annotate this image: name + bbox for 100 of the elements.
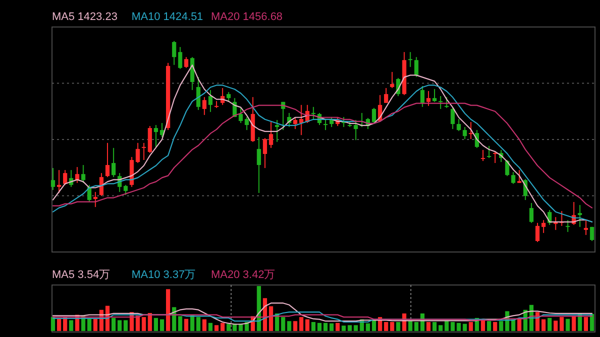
candlestick xyxy=(50,168,56,190)
candlestick xyxy=(444,96,449,108)
bar xyxy=(444,321,449,331)
bar xyxy=(118,320,122,331)
candlestick xyxy=(172,40,176,66)
candlestick xyxy=(56,170,62,194)
bar xyxy=(426,322,431,331)
bar xyxy=(560,317,564,331)
candlestick xyxy=(323,119,328,131)
bar xyxy=(166,289,170,331)
bar xyxy=(124,320,128,331)
text: MA10 3.37万 xyxy=(132,269,196,281)
bar xyxy=(69,320,74,331)
bar xyxy=(311,322,316,331)
candlestick xyxy=(63,170,68,186)
candlestick xyxy=(93,191,98,208)
candlestick xyxy=(112,147,116,178)
candlestick xyxy=(178,46,182,70)
bar xyxy=(396,322,400,331)
bar xyxy=(390,322,394,331)
candlestick xyxy=(462,126,467,140)
text: MA20 1456.68 xyxy=(211,11,283,23)
candlestick xyxy=(426,90,431,106)
bar xyxy=(468,322,473,331)
bar xyxy=(384,322,388,331)
candlestick xyxy=(275,119,280,142)
candlestick xyxy=(535,222,540,242)
candlestick xyxy=(262,138,268,169)
candlestick xyxy=(75,166,80,184)
bar xyxy=(184,318,188,331)
candlestick xyxy=(517,170,522,184)
bar xyxy=(208,322,213,331)
bar xyxy=(548,318,552,331)
bar xyxy=(281,317,286,331)
bar xyxy=(317,322,322,331)
bar xyxy=(226,324,231,331)
candlestick xyxy=(486,145,492,158)
candlestick xyxy=(432,88,437,102)
candlestick xyxy=(480,149,486,162)
bar xyxy=(572,316,576,331)
bar xyxy=(190,314,194,331)
candlestick xyxy=(208,90,213,112)
bar xyxy=(541,319,546,331)
bar xyxy=(178,316,182,331)
candlestick xyxy=(414,56,418,78)
candlestick xyxy=(372,107,376,124)
candlestick xyxy=(384,88,388,104)
bar xyxy=(414,322,418,331)
candlestick xyxy=(190,56,194,91)
bar xyxy=(202,319,206,331)
candlestick xyxy=(311,106,316,120)
candlestick xyxy=(105,142,110,178)
bar xyxy=(499,321,504,331)
candlestick xyxy=(408,52,412,68)
text: MA20 3.42万 xyxy=(211,269,276,281)
bar xyxy=(486,321,492,331)
bar xyxy=(323,322,328,331)
bar xyxy=(268,306,274,331)
candlestick xyxy=(584,220,588,236)
candlestick xyxy=(268,122,274,148)
bar xyxy=(56,318,62,331)
candlestick xyxy=(142,142,146,160)
candlestick xyxy=(438,96,443,110)
bar xyxy=(554,320,558,331)
candlestick xyxy=(578,204,582,228)
candlestick xyxy=(148,126,152,154)
candlestick xyxy=(390,71,394,89)
bar xyxy=(287,321,292,331)
candlestick xyxy=(202,96,206,116)
bar xyxy=(160,319,164,331)
bar xyxy=(154,318,158,331)
candlestick xyxy=(590,226,594,242)
candlestick xyxy=(256,136,261,194)
bar xyxy=(336,322,340,331)
candlestick xyxy=(124,184,128,196)
candlestick xyxy=(566,220,570,232)
bar xyxy=(220,322,225,331)
candlestick xyxy=(529,202,534,224)
candlestick xyxy=(541,220,546,234)
bar xyxy=(462,324,467,331)
candlestick xyxy=(81,164,86,184)
candlestick xyxy=(420,86,424,108)
bar xyxy=(584,317,588,331)
text: MA5 1423.23 xyxy=(52,11,118,23)
candlestick xyxy=(196,76,200,110)
bar xyxy=(93,318,98,331)
candlestick xyxy=(154,124,158,148)
candlestick xyxy=(456,118,461,132)
candlestick xyxy=(184,56,188,68)
bar xyxy=(50,317,56,331)
bar xyxy=(438,325,443,331)
bar xyxy=(142,317,146,331)
text: MA10 1424.51 xyxy=(132,11,204,23)
bar xyxy=(566,318,570,331)
bar xyxy=(432,322,437,331)
bar xyxy=(517,318,522,331)
candlestick xyxy=(450,107,455,130)
bar xyxy=(366,323,370,331)
bar xyxy=(305,319,310,331)
bar xyxy=(214,325,219,331)
